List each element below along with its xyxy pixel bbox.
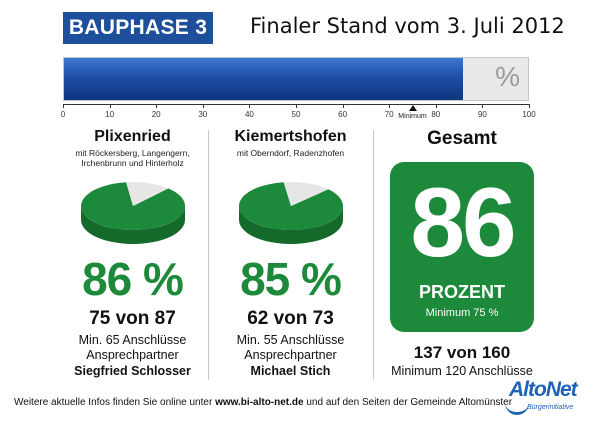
total-box: 86 PROZENT Minimum 75 % bbox=[390, 162, 534, 332]
district-percent: 85 % bbox=[240, 253, 342, 305]
district-minimum: Min. 65 Anschlüsse bbox=[78, 333, 187, 347]
axis-tick-label: 100 bbox=[522, 110, 536, 119]
minimum-marker-icon bbox=[408, 105, 417, 111]
axis-tick-label: 30 bbox=[198, 110, 208, 119]
pie-side-wall bbox=[238, 206, 343, 244]
axis-tick bbox=[63, 104, 64, 108]
axis-tick bbox=[109, 104, 111, 108]
pie-side-wall bbox=[80, 206, 185, 244]
axis-tick bbox=[296, 104, 297, 108]
axis-tick-label: 70 bbox=[384, 110, 394, 119]
column-divider bbox=[208, 130, 209, 380]
pie-slice-remaining bbox=[125, 182, 168, 206]
axis-tick-label: 40 bbox=[244, 110, 254, 119]
phase-badge: BAUPHASE 3 bbox=[63, 12, 213, 44]
axis-tick-label: 80 bbox=[431, 110, 441, 119]
logo-subtitle: Bürgerinitiative bbox=[527, 404, 574, 411]
axis-tick bbox=[342, 104, 344, 108]
footer-prefix: Weitere aktuelle Infos finden Sie online… bbox=[14, 397, 216, 408]
axis-tick bbox=[202, 104, 204, 108]
pie-slice-remaining bbox=[283, 182, 328, 206]
district-plixenried: Plixenried mit Röckersberg, Langengern, … bbox=[60, 128, 205, 378]
contact-name: Siegfried Schlosser bbox=[74, 364, 191, 378]
axis-tick-label: 20 bbox=[151, 110, 161, 119]
district-pie bbox=[75, 178, 191, 248]
contact-name: Michael Stich bbox=[250, 364, 331, 378]
axis-tick-label: 10 bbox=[105, 110, 115, 119]
page-title: Finaler Stand vom 3. Juli 2012 bbox=[250, 14, 565, 38]
district-pie bbox=[233, 178, 349, 248]
percent-symbol: % bbox=[495, 61, 520, 92]
contact-label: Ansprechpartner bbox=[244, 348, 337, 362]
altonet-logo: AltoNet Bürgerinitiative bbox=[505, 378, 585, 418]
pie-chart bbox=[238, 182, 343, 244]
footer-suffix: und auf den Seiten der Gemeinde Altomüns… bbox=[303, 397, 513, 408]
pie-chart bbox=[80, 182, 185, 244]
total-value: 86 bbox=[410, 167, 516, 277]
axis-tick bbox=[435, 104, 437, 108]
district-title: Kiemertshofen bbox=[234, 128, 347, 145]
axis-tick bbox=[482, 104, 484, 108]
axis-tick bbox=[156, 104, 158, 108]
pie-slice-connected bbox=[238, 182, 343, 230]
axis-tick bbox=[389, 104, 391, 108]
district-subtitle: mit Röckersberg, Langengern, Irchenbrunn… bbox=[75, 148, 190, 168]
axis-tick bbox=[529, 104, 530, 108]
total-minimum: Minimum 75 % bbox=[425, 307, 499, 319]
district-minimum: Min. 55 Anschlüsse bbox=[236, 333, 345, 347]
logo-swoosh-icon bbox=[505, 398, 529, 415]
district-percent: 86 % bbox=[82, 253, 184, 305]
minimum-label: Minimum bbox=[398, 113, 427, 120]
total-count: 137 von 160 bbox=[413, 343, 511, 362]
column-divider bbox=[373, 130, 374, 380]
district-kiemertshofen: Kiemertshofen mit Oberndorf, Radenzhofen… bbox=[213, 128, 368, 378]
footer-url-link[interactable]: www.bi-alto-net.de bbox=[215, 397, 304, 408]
footer-text: Weitere aktuelle Infos finden Sie online… bbox=[14, 397, 512, 408]
logo-text: AltoNet bbox=[509, 378, 578, 401]
axis-tick-label: 90 bbox=[477, 110, 487, 119]
pie-slice-connected bbox=[80, 182, 185, 230]
district-count: 62 von 73 bbox=[247, 308, 334, 329]
district-subtitle: mit Oberndorf, Radenzhofen bbox=[236, 148, 345, 158]
progress-bar-fill bbox=[64, 58, 464, 100]
contact-label: Ansprechpartner bbox=[86, 348, 179, 362]
total-minimum-connections: Minimum 120 Anschlüsse bbox=[391, 364, 533, 378]
district-count: 75 von 87 bbox=[89, 308, 176, 329]
axis-tick-label: 60 bbox=[338, 110, 348, 119]
axis-tick-label: 0 bbox=[60, 110, 66, 119]
axis-tick bbox=[249, 104, 251, 108]
progress-bar: % bbox=[63, 57, 529, 101]
total-unit: PROZENT bbox=[418, 282, 505, 302]
axis-tick-label: 50 bbox=[291, 110, 301, 119]
district-title: Plixenried bbox=[94, 128, 171, 145]
total-title: Gesamt bbox=[427, 128, 497, 149]
